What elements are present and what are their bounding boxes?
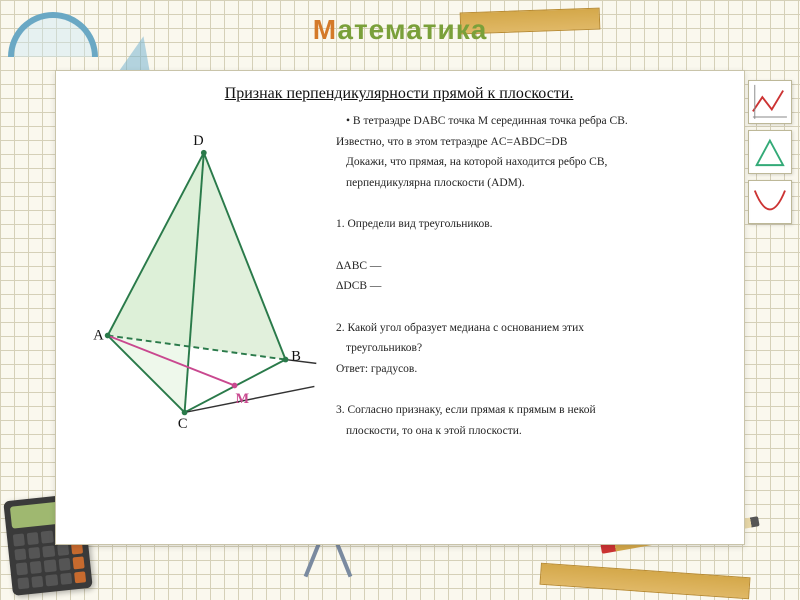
svg-text:D: D bbox=[193, 133, 203, 149]
content-card: Признак перпендикулярности прямой к плос… bbox=[55, 70, 745, 545]
problem-text: В тетраэдре DABC точка M серединная точк… bbox=[336, 113, 724, 444]
triangle-abc: ΔABC — bbox=[336, 258, 724, 275]
answer: Ответ: градусов. bbox=[336, 361, 724, 378]
page-header: Математика bbox=[0, 14, 800, 46]
problem-line4: перпендикулярна плоскости (ADM). bbox=[336, 175, 724, 192]
header-accent: М bbox=[313, 14, 338, 45]
step3: 3. Согласно признаку, если прямая к прям… bbox=[336, 402, 724, 419]
svg-text:C: C bbox=[178, 416, 188, 432]
step2b: треугольников? bbox=[336, 340, 724, 357]
step2: 2. Какой угол образует медиана с основан… bbox=[336, 320, 724, 337]
step3b: плоскости, то она к этой плоскости. bbox=[336, 423, 724, 440]
thumb-triangle bbox=[748, 130, 792, 174]
thumb-graph bbox=[748, 80, 792, 124]
triangle-dcb: ΔDCB — bbox=[336, 278, 724, 295]
card-title: Признак перпендикулярности прямой к плос… bbox=[74, 85, 724, 103]
problem-line2: Известно, что в этом тетраэдре AC=ABDC=D… bbox=[336, 134, 724, 151]
step1: 1. Определи вид треугольников. bbox=[336, 216, 724, 233]
svg-text:M: M bbox=[236, 391, 250, 407]
svg-text:A: A bbox=[93, 327, 104, 343]
tetrahedron-figure: A B C D M bbox=[74, 113, 324, 444]
problem-line3: Докажи, что прямая, на которой находится… bbox=[336, 154, 724, 171]
header-rest: атематика bbox=[337, 14, 487, 45]
thumb-parabola bbox=[748, 180, 792, 224]
problem-line1: В тетраэдре DABC точка M серединная точк… bbox=[336, 113, 724, 130]
svg-text:B: B bbox=[291, 349, 301, 365]
